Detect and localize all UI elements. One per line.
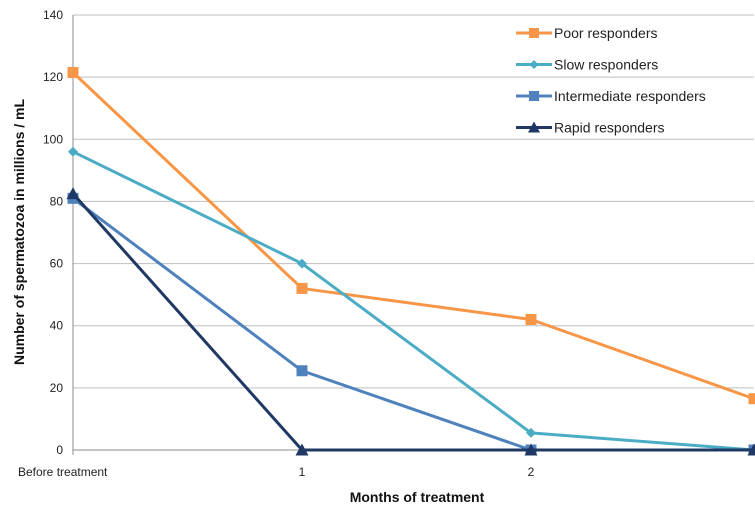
y-tick-label: 60 [50,257,64,271]
y-axis-ticks: 0 20 40 60 80 100 120 140 [43,8,63,457]
legend-label: Slow responders [554,57,658,73]
legend-item: Rapid responders [516,120,665,136]
legend-marker [529,91,539,101]
x-axis-ticks: Before treatment 1 2 [18,450,755,479]
data-point [295,443,309,456]
x-tick-label: Before treatment [18,465,108,479]
series-line [72,197,754,452]
data-point [68,146,78,157]
x-axis-title: Months of treatment [350,489,485,505]
y-tick-label: 0 [56,443,63,457]
series-line [71,192,754,452]
legend: Poor responders Slow responders Intermedia… [516,25,706,136]
y-tick-label: 80 [50,194,64,208]
x-tick-label: 2 [528,465,535,479]
legend-label: Rapid responders [554,120,665,136]
legend-item: Intermediate responders [516,88,706,104]
y-tick-label: 100 [43,132,63,146]
legend-marker [529,28,539,38]
series-poor-responders [67,66,755,405]
legend-label: Poor responders [554,25,658,41]
y-tick-label: 120 [43,70,63,84]
data-point [67,66,79,78]
series-line [72,150,755,452]
data-point [296,282,308,294]
series-line [71,71,755,401]
series-intermediate-responders [67,192,755,456]
legend-item: Slow responders [516,57,658,73]
legend-label: Intermediate responders [554,88,706,104]
series-rapid-responders [66,187,755,456]
y-axis-title: Number of spermatozoa in millions / mL [11,99,27,365]
data-point [747,443,755,456]
data-point [297,258,307,269]
gridlines [72,14,754,451]
legend-marker [529,60,539,69]
series-group [66,66,755,456]
data-point [524,443,538,456]
legend-marker [528,121,540,133]
data-point [526,427,536,438]
legend-item: Poor responders [516,25,658,41]
y-tick-label: 140 [43,8,63,22]
data-point [296,365,308,377]
y-tick-label: 20 [50,381,64,395]
y-tick-label: 40 [50,319,64,333]
data-point [748,393,755,405]
x-tick-label: 1 [299,465,306,479]
data-point [525,314,537,325]
data-point [66,187,80,200]
